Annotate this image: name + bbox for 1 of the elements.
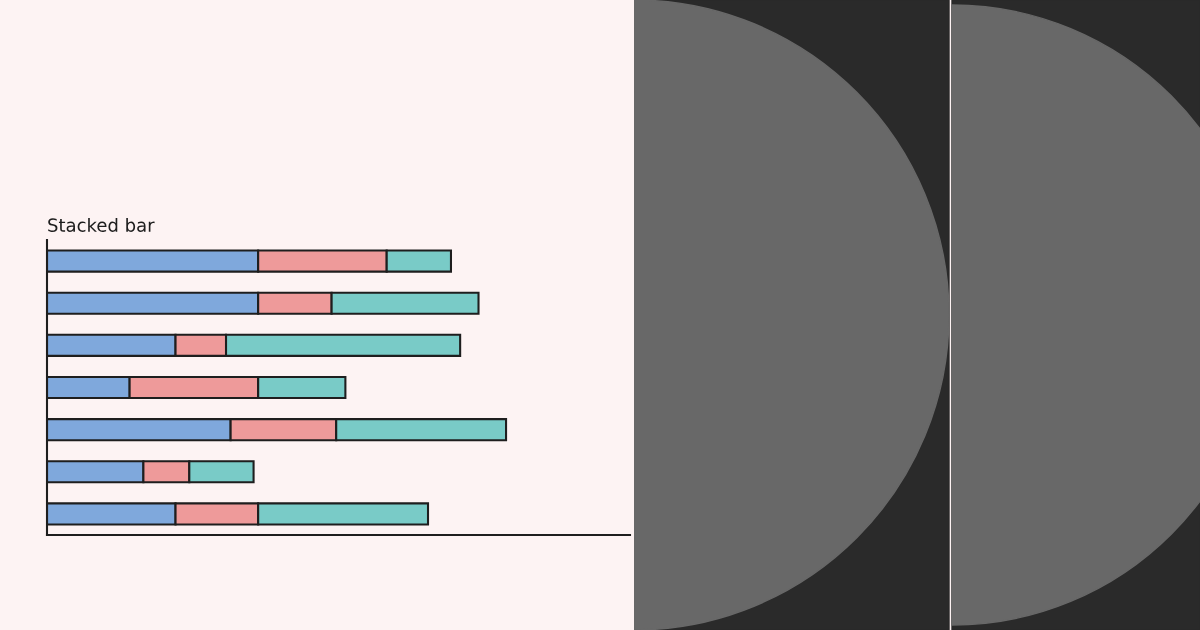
chart-title: Stacked bar [48, 217, 155, 232]
